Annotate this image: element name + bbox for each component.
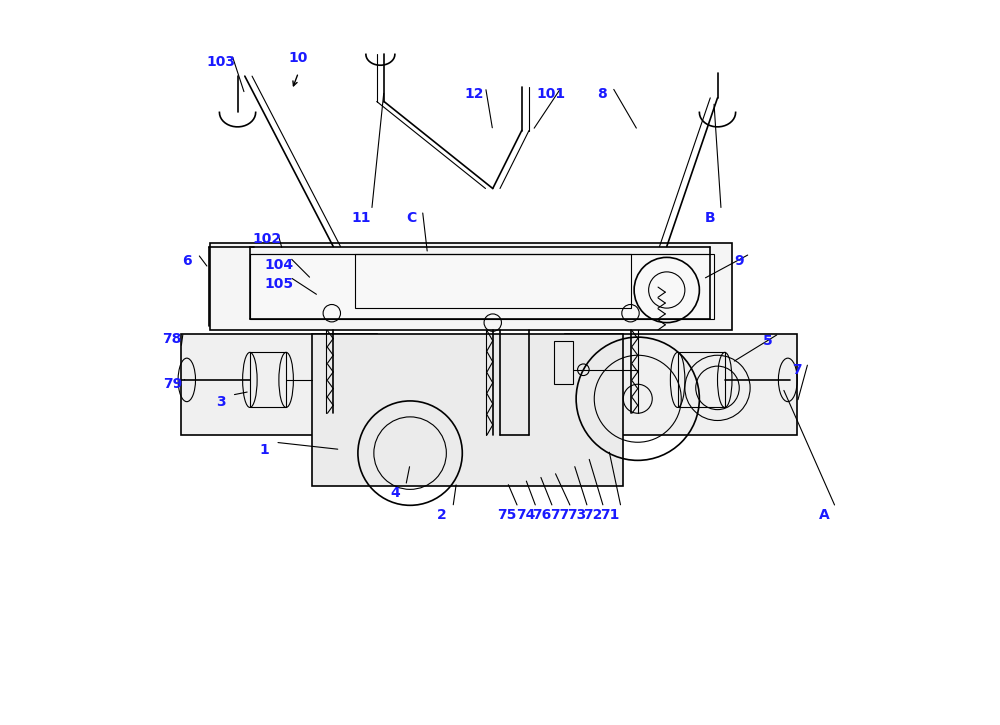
Bar xyxy=(312,334,623,486)
Text: 12: 12 xyxy=(465,87,484,102)
Text: A: A xyxy=(819,507,830,522)
Bar xyxy=(565,334,797,435)
Bar xyxy=(250,254,714,319)
Text: 5: 5 xyxy=(763,334,773,348)
Bar xyxy=(250,352,286,407)
Text: 77: 77 xyxy=(551,507,570,522)
Bar xyxy=(181,334,377,435)
Text: 8: 8 xyxy=(597,87,606,102)
Text: 4: 4 xyxy=(390,486,400,500)
Text: 73: 73 xyxy=(567,507,586,522)
Text: 72: 72 xyxy=(583,507,602,522)
Text: 74: 74 xyxy=(516,507,535,522)
Text: 2: 2 xyxy=(437,507,447,522)
Text: 103: 103 xyxy=(206,54,235,69)
Text: 105: 105 xyxy=(264,277,293,291)
Bar xyxy=(554,341,572,384)
Text: 9: 9 xyxy=(734,254,744,268)
Bar xyxy=(678,352,725,407)
Text: 6: 6 xyxy=(182,254,192,268)
Text: 78: 78 xyxy=(163,332,182,347)
Text: 3: 3 xyxy=(216,395,226,410)
Text: 75: 75 xyxy=(498,507,517,522)
Text: C: C xyxy=(406,210,417,225)
Text: 102: 102 xyxy=(252,232,281,246)
Text: 71: 71 xyxy=(601,507,620,522)
Text: 76: 76 xyxy=(532,507,552,522)
Text: 10: 10 xyxy=(289,51,308,65)
Text: B: B xyxy=(705,210,716,225)
Text: 104: 104 xyxy=(264,257,293,272)
Bar xyxy=(355,254,631,308)
Text: 101: 101 xyxy=(536,87,565,102)
Text: 1: 1 xyxy=(260,442,269,457)
Bar xyxy=(210,243,732,330)
Text: 11: 11 xyxy=(351,210,371,225)
Text: 7: 7 xyxy=(792,362,802,377)
Text: 79: 79 xyxy=(163,377,182,392)
